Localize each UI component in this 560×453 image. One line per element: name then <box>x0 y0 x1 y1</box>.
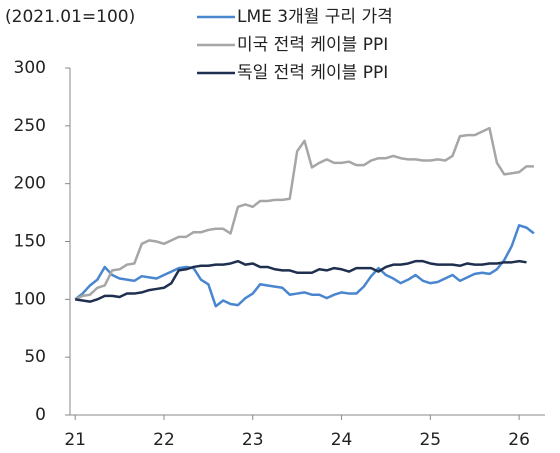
series-line <box>74 224 535 308</box>
y-tick-label: 100 <box>14 289 46 309</box>
y-tick-label: 300 <box>14 58 46 78</box>
x-tick-label: 22 <box>153 430 175 450</box>
y-tick-label: 0 <box>35 405 46 425</box>
legend-label: 독일 전력 케이블 PPI <box>237 63 388 83</box>
series-line <box>74 126 534 301</box>
y-tick-label: 200 <box>14 174 46 194</box>
x-tick-label: 26 <box>508 430 530 450</box>
x-tick-label: 24 <box>331 430 353 450</box>
y-tick-label: 150 <box>14 232 46 252</box>
x-tick-label: 25 <box>419 430 441 450</box>
legend-label: LME 3개월 구리 가격 <box>237 7 393 27</box>
series-line <box>74 259 527 303</box>
unit-label: (2021.01=100) <box>5 7 135 27</box>
legend-label: 미국 전력 케이블 PPI <box>237 35 388 55</box>
x-tick-label: 21 <box>64 430 86 450</box>
x-tick-label: 23 <box>242 430 264 450</box>
y-tick-label: 250 <box>14 116 46 136</box>
y-tick-label: 50 <box>24 347 46 367</box>
